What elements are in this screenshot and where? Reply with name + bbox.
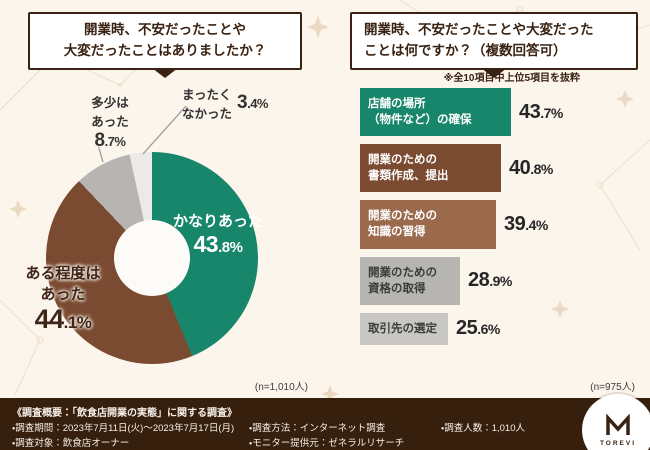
sample-size-left: (n=1,010人) — [254, 382, 308, 393]
bar-value: 28.9% — [468, 269, 512, 292]
logo-mark-icon — [606, 413, 630, 435]
sample-size-right: (n=975人) — [590, 382, 635, 393]
pie-label-tasho-atta: 多少は あった 8.7% — [72, 92, 148, 152]
survey-overview-title: 《調査概要：「飲食店開業の実態」に関する調査》 — [12, 408, 237, 419]
pie-label-aruteido-atta: ある程度は あった 44.1% — [10, 262, 116, 335]
question-box-right: 開業時、不安だったことや大変だった ことは何ですか？（複数回答可） — [350, 12, 638, 78]
bar-row: 店舗の場所 （物件など）の確保 43.7% — [360, 88, 642, 137]
survey-details-column: ・調査方法：インターネット調査 ・モニター提供元：ゼネラルリサーチ — [249, 421, 441, 450]
bar-label: 店舗の場所 （物件など）の確保 — [368, 98, 472, 127]
pointer-triangle-right — [481, 67, 507, 78]
survey-respondents: ・調査人数：1,010人 — [441, 423, 526, 434]
pointer-triangle-left — [152, 67, 178, 78]
pie-label-value: 44.1% — [34, 304, 92, 334]
bar: 開業のための 書類作成、提出 — [360, 144, 501, 193]
bar-label: 開業のための 資格の取得 — [368, 266, 437, 295]
survey-details-column: ・調査人数：1,010人 — [441, 421, 525, 450]
bar-row: 開業のための 書類作成、提出 40.8% — [360, 144, 642, 193]
survey-details: ・調査期間：2023年7月11日(火)〜2023年7月17日(月) ・調査対象：… — [12, 421, 638, 450]
survey-details-column: ・調査期間：2023年7月11日(火)〜2023年7月17日(月) ・調査対象：… — [12, 421, 249, 450]
footer: 《調査概要：「飲食店開業の実態」に関する調査》 ・調査期間：2023年7月11日… — [0, 398, 650, 450]
bar-row: 開業のための 資格の取得 28.9% — [360, 256, 642, 305]
bar-value: 43.7% — [519, 100, 563, 123]
bar-value: 40.8% — [509, 156, 553, 179]
question-box-left: 開業時、不安だったことや 大変だったことはありましたか？ — [28, 12, 302, 78]
pie-label-mattaku-nakatta: まったく なかった 3.4% — [182, 84, 268, 122]
pie-label-value: 3.4% — [237, 92, 268, 113]
survey-target: ・調査対象：飲食店オーナー — [12, 438, 130, 450]
bar-value: 25.6% — [456, 317, 500, 340]
bar-label: 取引先の選定 — [368, 322, 437, 335]
pie-label-kanari-atta: かなりあった 43.8% — [168, 210, 268, 258]
pie-label-text: ある程度は あった — [25, 265, 101, 303]
bar: 取引先の選定 — [360, 312, 448, 345]
pie-label-value: 8.7% — [94, 130, 126, 151]
pie-donut-hole — [114, 220, 190, 296]
question-text-left: 開業時、不安だったことや 大変だったことはありましたか？ — [63, 22, 267, 58]
bar-value: 39.4% — [504, 212, 548, 235]
company-logo: TOREVI — [582, 394, 650, 450]
pie-label-value: 43.8% — [193, 231, 243, 257]
pie-label-text: かなりあった — [172, 213, 263, 230]
bar: 店舗の場所 （物件など）の確保 — [360, 88, 511, 137]
bar: 開業のための 資格の取得 — [360, 256, 460, 305]
survey-period: ・調査期間：2023年7月11日(火)〜2023年7月17日(月) — [12, 423, 235, 434]
bar-label: 開業のための 知識の習得 — [368, 210, 437, 239]
survey-method: ・調査方法：インターネット調査 — [249, 423, 386, 434]
bar-row: 取引先の選定 25.6% — [360, 312, 642, 345]
bar-label: 開業のための 書類作成、提出 — [368, 154, 449, 183]
pie-label-text: まったく なかった — [182, 88, 233, 121]
question-text-right: 開業時、不安だったことや大変だった ことは何ですか？（複数回答可） — [364, 22, 594, 58]
logo-text: TOREVI — [599, 439, 637, 447]
top5-note: ※全10項目中上位5項目を抜粋 — [443, 73, 580, 84]
bar: 開業のための 知識の習得 — [360, 200, 496, 249]
survey-monitor-provider: ・モニター提供元：ゼネラルリサーチ — [249, 438, 405, 450]
bar-row: 開業のための 知識の習得 39.4% — [360, 200, 642, 249]
pie-label-text: 多少は あった — [91, 96, 129, 129]
bar-chart: 店舗の場所 （物件など）の確保 43.7% 開業のための 書類作成、提出 40.8% 開… — [360, 88, 642, 353]
